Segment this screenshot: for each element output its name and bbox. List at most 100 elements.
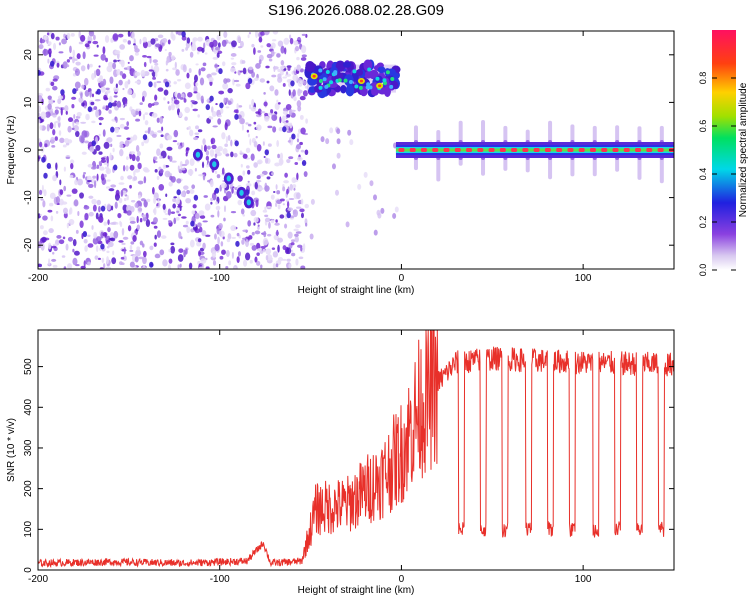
noise-speckle bbox=[52, 174, 57, 182]
noise-speckle bbox=[380, 207, 385, 214]
noise-speckle bbox=[49, 122, 54, 130]
noise-speckle bbox=[262, 237, 269, 246]
noise-speckle bbox=[225, 106, 230, 109]
noise-speckle bbox=[293, 228, 299, 232]
noise-speckle bbox=[65, 156, 70, 159]
noise-speckle bbox=[310, 198, 315, 205]
noise-speckle bbox=[266, 233, 272, 237]
high-band-core bbox=[390, 76, 395, 81]
noise-speckle bbox=[87, 63, 90, 70]
carrier-peak bbox=[420, 148, 427, 152]
noise-speckle bbox=[255, 135, 258, 139]
noise-speckle bbox=[49, 202, 54, 207]
noise-speckle bbox=[119, 117, 126, 121]
high-band-blob bbox=[340, 85, 347, 94]
noise-speckle bbox=[198, 250, 201, 257]
noise-speckle bbox=[96, 88, 101, 95]
noise-speckle bbox=[38, 112, 41, 117]
noise-speckle bbox=[225, 249, 230, 257]
noise-speckle bbox=[296, 64, 301, 72]
carrier-peak bbox=[589, 148, 596, 152]
snr-frame bbox=[37, 329, 675, 571]
noise-speckle bbox=[247, 123, 252, 127]
y-tick-label: 10 bbox=[23, 96, 34, 108]
carrier-peak bbox=[578, 148, 585, 152]
noise-speckle bbox=[272, 263, 277, 269]
noise-speckle bbox=[107, 241, 114, 248]
noise-speckle bbox=[110, 184, 117, 188]
noise-speckle bbox=[275, 231, 279, 236]
noise-speckle bbox=[239, 70, 243, 73]
noise-speckle bbox=[282, 83, 286, 87]
noise-speckle bbox=[112, 147, 115, 153]
noise-speckle bbox=[66, 222, 69, 229]
noise-speckle bbox=[106, 203, 111, 211]
carrier-peak bbox=[533, 148, 540, 152]
noise-speckle bbox=[198, 68, 201, 76]
noise-speckle bbox=[40, 242, 45, 251]
noise-speckle bbox=[134, 168, 140, 173]
noise-speckle bbox=[107, 226, 111, 233]
noise-speckle bbox=[42, 200, 46, 208]
noise-speckle bbox=[84, 43, 90, 48]
noise-speckle bbox=[113, 230, 119, 239]
noise-speckle bbox=[244, 239, 250, 248]
noise-speckle bbox=[206, 145, 211, 150]
noise-speckle bbox=[373, 194, 378, 201]
noise-speckle bbox=[106, 155, 109, 164]
noise-speckle bbox=[232, 78, 235, 86]
high-band-blob bbox=[335, 60, 346, 72]
noise-speckle bbox=[149, 261, 154, 268]
noise-speckle bbox=[137, 194, 141, 199]
noise-speckle bbox=[296, 133, 300, 138]
high-band-core bbox=[382, 78, 387, 83]
noise-speckle bbox=[394, 206, 399, 213]
high-band-blob bbox=[377, 66, 386, 74]
noise-speckle bbox=[105, 57, 108, 63]
noise-speckle bbox=[122, 87, 125, 91]
noise-speckle bbox=[276, 99, 279, 103]
noise-speckle bbox=[171, 160, 177, 163]
noise-speckle bbox=[277, 40, 284, 47]
noise-speckle bbox=[88, 195, 94, 199]
noise-speckle bbox=[275, 219, 278, 223]
high-band-core bbox=[385, 70, 390, 75]
noise-speckle bbox=[70, 163, 74, 170]
noise-speckle bbox=[153, 196, 157, 204]
noise-speckle bbox=[151, 112, 158, 118]
noise-speckle bbox=[114, 49, 121, 55]
noise-speckle bbox=[149, 245, 154, 251]
noise-speckle bbox=[288, 197, 295, 201]
noise-speckle bbox=[298, 256, 304, 260]
noise-speckle bbox=[237, 46, 243, 49]
noise-speckle bbox=[264, 115, 270, 122]
noise-speckle bbox=[62, 144, 67, 148]
noise-speckle bbox=[38, 119, 41, 124]
noise-speckle bbox=[154, 94, 158, 101]
noise-speckle bbox=[290, 239, 296, 243]
noise-speckle bbox=[136, 224, 141, 230]
noise-speckle bbox=[46, 32, 50, 36]
noise-speckle bbox=[178, 111, 183, 118]
noise-speckle bbox=[245, 82, 251, 90]
noise-speckle bbox=[78, 31, 81, 39]
x-tick-label: -100 bbox=[210, 273, 230, 284]
noise-speckle bbox=[184, 116, 188, 121]
noise-speckle bbox=[170, 242, 175, 246]
noise-speckle bbox=[263, 230, 267, 238]
noise-speckle bbox=[290, 109, 296, 112]
snr-x-ticks: -200 -100 0 100 bbox=[28, 330, 592, 585]
noise-speckle bbox=[87, 179, 92, 183]
noise-speckle bbox=[93, 231, 98, 239]
noise-speckle bbox=[264, 206, 267, 211]
noise-speckle bbox=[100, 85, 106, 93]
noise-speckle bbox=[271, 247, 276, 251]
noise-speckle bbox=[135, 144, 140, 152]
noise-speckle bbox=[129, 184, 132, 189]
noise-speckle bbox=[156, 175, 160, 180]
noise-speckle bbox=[177, 31, 183, 36]
noise-speckle bbox=[295, 258, 299, 266]
noise-speckle bbox=[161, 126, 164, 132]
noise-speckle bbox=[124, 100, 128, 105]
carrier-peak bbox=[443, 148, 450, 152]
